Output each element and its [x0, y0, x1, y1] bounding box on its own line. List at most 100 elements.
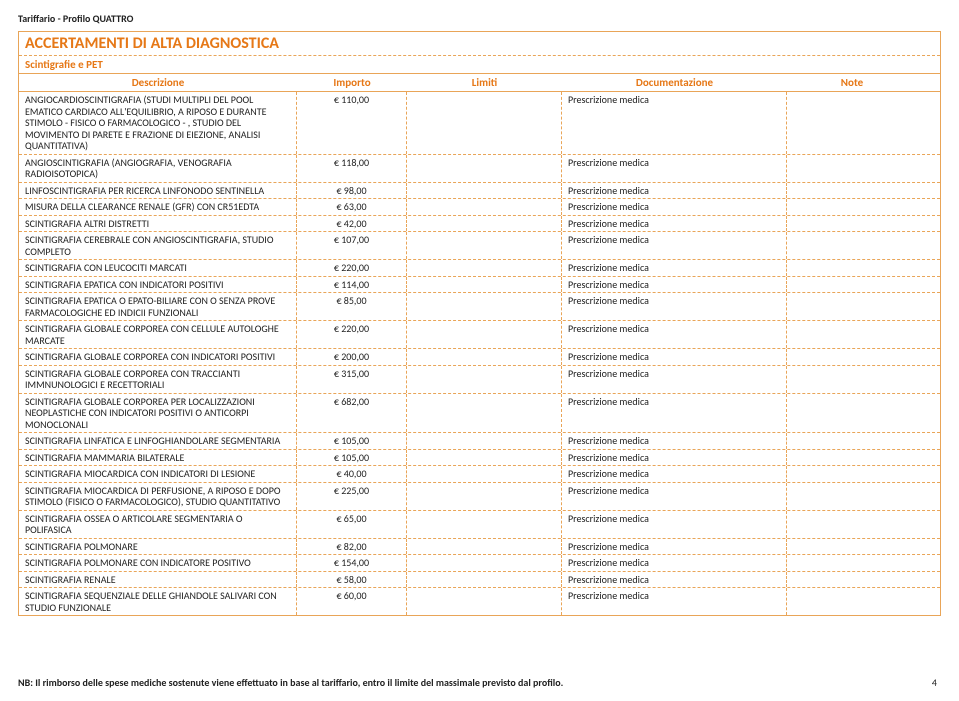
cell-amount: € 65,00	[297, 511, 407, 538]
cell-doc: Prescrizione medica	[562, 277, 787, 293]
cell-limit	[407, 293, 562, 320]
cell-doc: Prescrizione medica	[562, 433, 787, 449]
th-descrizione: Descrizione	[19, 74, 297, 91]
cell-note	[787, 588, 917, 615]
cell-desc: SCINTIGRAFIA EPATICA CON INDICATORI POSI…	[19, 277, 297, 293]
table-row: SCINTIGRAFIA ALTRI DISTRETTI€ 42,00 Presc…	[19, 216, 940, 233]
cell-note	[787, 466, 917, 482]
cell-limit	[407, 394, 562, 433]
cell-note	[787, 260, 917, 276]
table-row: SCINTIGRAFIA RENALE€ 58,00Prescrizione m…	[19, 572, 940, 589]
cell-note	[787, 277, 917, 293]
th-note: Note	[787, 74, 917, 91]
cell-doc: Prescrizione medica	[562, 155, 787, 182]
cell-amount: € 98,00	[297, 183, 407, 199]
cell-doc: Prescrizione medica	[562, 366, 787, 393]
cell-amount: € 154,00	[297, 555, 407, 571]
cell-note	[787, 450, 917, 466]
cell-desc: SCINTIGRAFIA LINFATICA E LINFOGHIANDOLAR…	[19, 433, 297, 449]
cell-amount: € 82,00	[297, 539, 407, 555]
cell-limit	[407, 183, 562, 199]
cell-doc: Prescrizione medica	[562, 555, 787, 571]
cell-amount: € 315,00	[297, 366, 407, 393]
cell-desc: SCINTIGRAFIA GLOBALE CORPOREA PER LOCALI…	[19, 394, 297, 433]
cell-doc: Prescrizione medica	[562, 232, 787, 259]
footer-note: NB: Il rimborso delle spese mediche sost…	[18, 676, 563, 689]
cell-note	[787, 293, 917, 320]
cell-desc: SCINTIGRAFIA EPATICA O EPATO-BILIARE CON…	[19, 293, 297, 320]
cell-doc: Prescrizione medica	[562, 572, 787, 588]
cell-note	[787, 572, 917, 588]
cell-note	[787, 555, 917, 571]
cell-desc: SCINTIGRAFIA ALTRI DISTRETTI	[19, 216, 297, 232]
cell-note	[787, 321, 917, 348]
cell-doc: Prescrizione medica	[562, 349, 787, 365]
cell-limit	[407, 349, 562, 365]
page-header: Tariffario - Profilo QUATTRO	[18, 12, 941, 25]
cell-amount: € 63,00	[297, 199, 407, 215]
table-row: ANGIOSCINTIGRAFIA (ANGIOGRAFIA, VENOGRAF…	[19, 155, 940, 183]
cell-doc: Prescrizione medica	[562, 183, 787, 199]
cell-limit	[407, 366, 562, 393]
cell-doc: Prescrizione medica	[562, 321, 787, 348]
table-row: SCINTIGRAFIA MIOCARDICA DI PERFUSIONE, A…	[19, 483, 940, 511]
cell-note	[787, 216, 917, 232]
cell-doc: Prescrizione medica	[562, 394, 787, 433]
cell-amount: € 85,00	[297, 293, 407, 320]
cell-amount: € 118,00	[297, 155, 407, 182]
cell-note	[787, 511, 917, 538]
cell-limit	[407, 277, 562, 293]
cell-amount: € 60,00	[297, 588, 407, 615]
table-body: ANGIOCARDIOSCINTIGRAFIA (STUDI MULTIPLI …	[19, 92, 940, 615]
th-documentazione: Documentazione	[562, 74, 787, 91]
cell-desc: SCINTIGRAFIA MIOCARDICA DI PERFUSIONE, A…	[19, 483, 297, 510]
cell-limit	[407, 216, 562, 232]
cell-limit	[407, 450, 562, 466]
table-row: ANGIOCARDIOSCINTIGRAFIA (STUDI MULTIPLI …	[19, 92, 940, 155]
cell-desc: SCINTIGRAFIA GLOBALE CORPOREA CON CELLUL…	[19, 321, 297, 348]
cell-amount: € 220,00	[297, 321, 407, 348]
cell-note	[787, 539, 917, 555]
table-row: LINFOSCINTIGRAFIA PER RICERCA LINFONODO …	[19, 183, 940, 200]
cell-desc: SCINTIGRAFIA POLMONARE	[19, 539, 297, 555]
cell-doc: Prescrizione medica	[562, 92, 787, 154]
cell-doc: Prescrizione medica	[562, 216, 787, 232]
cell-doc: Prescrizione medica	[562, 539, 787, 555]
cell-amount: € 114,00	[297, 277, 407, 293]
table-row: SCINTIGRAFIA LINFATICA E LINFOGHIANDOLAR…	[19, 433, 940, 450]
cell-amount: € 42,00	[297, 216, 407, 232]
cell-doc: Prescrizione medica	[562, 293, 787, 320]
table-row: SCINTIGRAFIA CEREBRALE CON ANGIOSCINTIGR…	[19, 232, 940, 260]
table-row: SCINTIGRAFIA MIOCARDICA CON INDICATORI D…	[19, 466, 940, 483]
table-row: SCINTIGRAFIA EPATICA CON INDICATORI POSI…	[19, 277, 940, 294]
cell-limit	[407, 511, 562, 538]
cell-note	[787, 366, 917, 393]
cell-desc: ANGIOSCINTIGRAFIA (ANGIOGRAFIA, VENOGRAF…	[19, 155, 297, 182]
cell-desc: MISURA DELLA CLEARANCE RENALE (GFR) CON …	[19, 199, 297, 215]
cell-amount: € 220,00	[297, 260, 407, 276]
cell-doc: Prescrizione medica	[562, 199, 787, 215]
cell-amount: € 110,00	[297, 92, 407, 154]
cell-desc: SCINTIGRAFIA OSSEA O ARTICOLARE SEGMENTA…	[19, 511, 297, 538]
cell-amount: € 225,00	[297, 483, 407, 510]
cell-desc: SCINTIGRAFIA GLOBALE CORPOREA CON TRACCI…	[19, 366, 297, 393]
table-row: SCINTIGRAFIA GLOBALE CORPOREA CON CELLUL…	[19, 321, 940, 349]
cell-note	[787, 433, 917, 449]
th-importo: Importo	[297, 74, 407, 91]
cell-amount: € 105,00	[297, 433, 407, 449]
table-row: SCINTIGRAFIA SEQUENZIALE DELLE GHIANDOLE…	[19, 588, 940, 615]
table-row: SCINTIGRAFIA POLMONARE€ 82,00 Prescrizion…	[19, 539, 940, 556]
cell-note	[787, 483, 917, 510]
cell-limit	[407, 572, 562, 588]
th-limiti: Limiti	[407, 74, 562, 91]
cell-amount: € 58,00	[297, 572, 407, 588]
table-row: SCINTIGRAFIA CON LEUCOCITI MARCATI€ 220,…	[19, 260, 940, 277]
cell-doc: Prescrizione medica	[562, 466, 787, 482]
table-row: SCINTIGRAFIA OSSEA O ARTICOLARE SEGMENTA…	[19, 511, 940, 539]
cell-limit	[407, 92, 562, 154]
table-row: SCINTIGRAFIA MAMMARIA BILATERALE€ 105,00…	[19, 450, 940, 467]
cell-note	[787, 155, 917, 182]
cell-limit	[407, 555, 562, 571]
cell-note	[787, 349, 917, 365]
cell-amount: € 40,00	[297, 466, 407, 482]
